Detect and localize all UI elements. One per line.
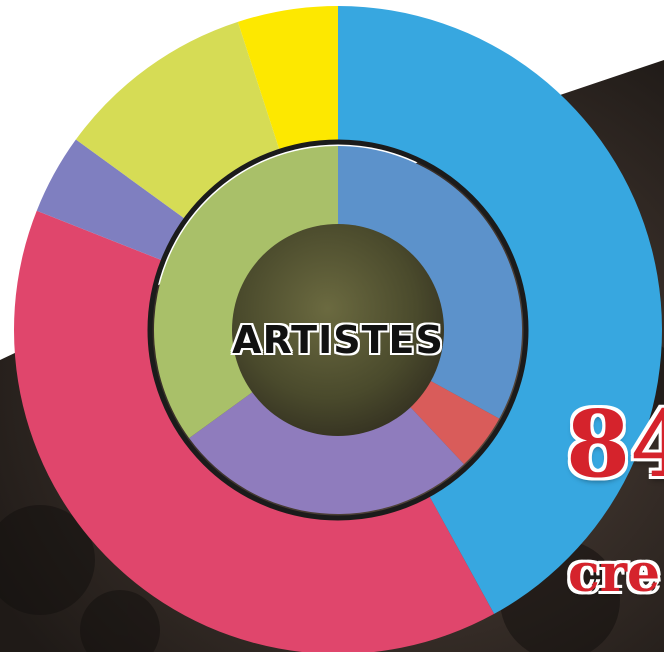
outer-slice-3 xyxy=(36,139,186,261)
inner-ring-outline xyxy=(147,139,529,521)
outer-slice-2 xyxy=(13,210,495,654)
inner-slice-3 xyxy=(189,391,464,515)
inner-slice-2 xyxy=(409,380,500,465)
inner-slice-1 xyxy=(338,146,522,419)
center-label: ARTISTES xyxy=(232,318,444,362)
headline-number: 84 xyxy=(566,390,664,498)
inner-ring xyxy=(154,146,522,515)
headline-caption: cre xyxy=(568,543,661,604)
outer-slice-4 xyxy=(75,21,280,220)
inner-slice-4 xyxy=(154,146,338,439)
donut-hole xyxy=(232,224,444,436)
outer-slice-5 xyxy=(237,5,338,152)
